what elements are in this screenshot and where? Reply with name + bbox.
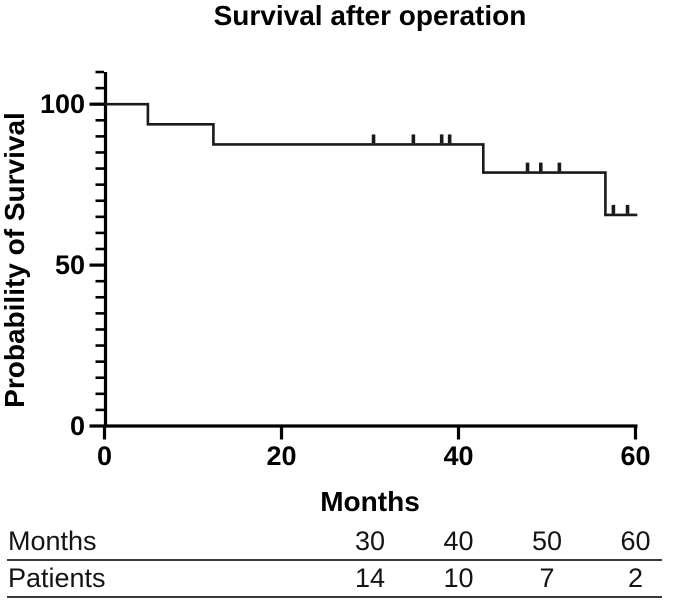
risk-table: Months 30 40 50 60 Patients 14 10 7 2 bbox=[0, 520, 685, 606]
x-tick-label: 0 bbox=[97, 441, 112, 471]
table-rule bbox=[7, 596, 662, 598]
chart-title: Survival after operation bbox=[214, 0, 527, 31]
x-axis-title: Months bbox=[320, 486, 420, 517]
x-tick-label: 40 bbox=[443, 441, 473, 471]
y-tick-label: 0 bbox=[70, 411, 85, 441]
y-tick-label: 100 bbox=[40, 89, 85, 119]
risk-value: 30 bbox=[354, 526, 386, 556]
y-tick-label: 50 bbox=[55, 250, 85, 280]
x-tick-label: 20 bbox=[266, 441, 296, 471]
risk-value: 50 bbox=[531, 526, 563, 556]
risk-value: 10 bbox=[443, 563, 474, 593]
risk-value: 7 bbox=[539, 563, 555, 593]
x-tick-label: 60 bbox=[620, 441, 650, 471]
risk-table-row-label: Patients bbox=[8, 563, 106, 593]
y-axis-title: Probability of Survival bbox=[0, 112, 30, 408]
risk-table-row-label: Months bbox=[8, 526, 97, 556]
table-rule bbox=[7, 559, 662, 561]
risk-value: 40 bbox=[443, 526, 474, 556]
risk-table-row-months: Months 30 40 50 60 bbox=[0, 527, 685, 557]
axes: 0 20 40 60 0 50 100 bbox=[40, 70, 651, 471]
risk-table-row-patients: Patients 14 10 7 2 bbox=[0, 564, 685, 594]
survival-curve-group bbox=[104, 102, 638, 217]
risk-value: 60 bbox=[620, 526, 651, 556]
risk-value: 14 bbox=[354, 563, 386, 593]
km-plot: Survival after operation Probability of … bbox=[0, 0, 651, 517]
risk-value: 2 bbox=[627, 563, 644, 593]
survival-curve bbox=[104, 102, 638, 217]
